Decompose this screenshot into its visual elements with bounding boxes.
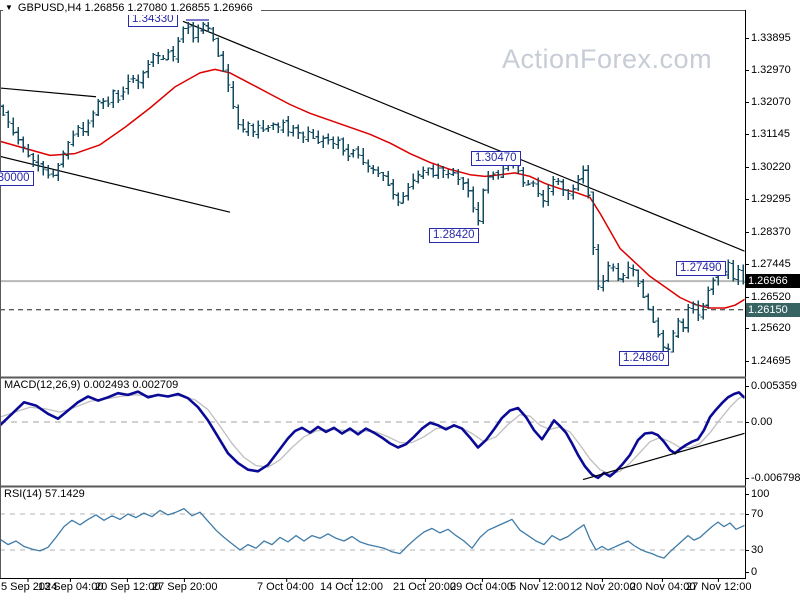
price-annotation: 1.24860 — [619, 351, 669, 366]
price-tick-label: 1.24695 — [751, 354, 791, 367]
time-tick-label: 29 Oct 04:00 — [450, 581, 513, 593]
time-tick-label: 14 Oct 12:00 — [320, 581, 383, 593]
time-tick-label: 12 Nov 20:00 — [570, 581, 636, 593]
rsi-tick-label: 70 — [751, 507, 764, 520]
price-tick-label: 1.27445 — [751, 257, 791, 270]
price-annotation: 1.28420 — [429, 228, 479, 243]
price-annotation: 1.30000 — [0, 171, 34, 186]
time-tick-label: 7 Oct 04:00 — [257, 581, 314, 593]
rsi-tick-label: 0 — [751, 565, 758, 578]
price-tick-label: 1.25620 — [751, 321, 791, 334]
watermark-logo: ActionForex.com — [502, 44, 713, 74]
price-tick-label: 1.31145 — [751, 127, 790, 140]
price-tick-label: 1.32070 — [751, 95, 791, 108]
rsi-indicator-label: RSI(14) 57.1429 — [4, 488, 85, 500]
macd-tick-label: 0.00 — [751, 415, 773, 428]
price-tick-label: 1.28370 — [751, 225, 791, 238]
time-tick-label: 27 Nov 12:00 — [686, 581, 752, 593]
macd-tick-label: 0.005359 — [751, 379, 797, 392]
time-tick-label: 5 Sep 2024 — [1, 581, 58, 593]
rsi-tick-label: 30 — [751, 543, 764, 556]
price-tick-label: 1.26520 — [751, 290, 791, 303]
time-tick-label: 20 Nov 04:00 — [630, 581, 696, 593]
macd-tick-label: -0.006798 — [751, 471, 800, 484]
price-tick-label: 1.32970 — [751, 63, 791, 76]
price-annotation: 1.34330 — [128, 12, 178, 27]
time-tick-label: 21 Oct 20:00 — [393, 581, 456, 593]
symbol-ohlc-title: GBPUSD,H4 1.26856 1.27080 1.26855 1.2696… — [17, 2, 253, 14]
price-tick-label: 1.29295 — [751, 192, 791, 205]
price-tick-label: 1.30220 — [751, 160, 791, 173]
price-tick-label: 1.33895 — [751, 31, 791, 44]
chart-title-bar: ▼ GBPUSD,H4 1.26856 1.27080 1.26855 1.269… — [3, 1, 261, 15]
current-price-box: 1.26966 — [746, 274, 800, 288]
time-tick-label: 27 Sep 20:00 — [152, 581, 218, 593]
level-price-box: 1.26150 — [746, 303, 800, 317]
rsi-tick-label: 100 — [751, 487, 770, 500]
symbol-dropdown-icon[interactable]: ▼ — [5, 3, 13, 12]
time-tick-label: 13 Sep 04:00 — [38, 581, 104, 593]
price-annotation: 1.27490 — [676, 261, 726, 276]
macd-indicator-label: MACD(12,26,9) 0.002493 0.002709 — [4, 379, 179, 391]
time-tick-label: 20 Sep 12:00 — [95, 581, 161, 593]
time-tick-label: 5 Nov 12:00 — [510, 581, 570, 593]
price-annotation: 1.30470 — [471, 151, 521, 166]
